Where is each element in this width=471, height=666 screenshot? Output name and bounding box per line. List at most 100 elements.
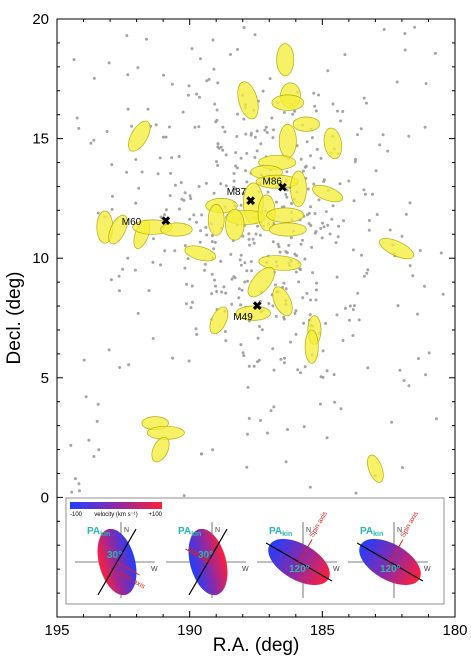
background-point bbox=[334, 241, 338, 245]
background-point bbox=[215, 160, 218, 164]
background-point bbox=[294, 309, 298, 313]
background-point bbox=[398, 368, 402, 372]
background-point bbox=[351, 334, 355, 337]
background-point bbox=[235, 135, 239, 138]
background-point bbox=[188, 194, 192, 198]
background-point bbox=[223, 330, 227, 333]
galaxy-label: M86 bbox=[263, 177, 283, 188]
kinematic-ellipse bbox=[272, 286, 293, 317]
background-point bbox=[238, 258, 242, 262]
background-point bbox=[366, 268, 370, 272]
background-point bbox=[230, 302, 234, 306]
background-point bbox=[173, 249, 177, 253]
background-point bbox=[186, 93, 190, 97]
background-point bbox=[253, 33, 257, 37]
background-point bbox=[266, 431, 269, 435]
background-point bbox=[301, 296, 305, 300]
background-point bbox=[272, 405, 276, 409]
background-point bbox=[365, 101, 368, 105]
background-point bbox=[356, 291, 360, 295]
background-point bbox=[110, 163, 114, 167]
background-point bbox=[407, 134, 411, 138]
background-point bbox=[247, 232, 251, 236]
background-point bbox=[294, 332, 298, 336]
inset-spin-arrow bbox=[389, 539, 404, 563]
kinematic-ellipse bbox=[160, 222, 193, 237]
background-point bbox=[395, 80, 399, 84]
background-point bbox=[312, 182, 316, 186]
background-point bbox=[245, 269, 249, 273]
background-point bbox=[186, 257, 190, 261]
background-point bbox=[284, 460, 288, 464]
background-point bbox=[360, 253, 363, 257]
background-point bbox=[312, 166, 316, 170]
background-point bbox=[290, 202, 294, 205]
background-point bbox=[331, 204, 335, 208]
y-tick-label: 15 bbox=[32, 131, 49, 148]
background-point bbox=[245, 465, 249, 469]
background-point bbox=[273, 283, 277, 287]
background-point bbox=[248, 243, 252, 247]
background-point bbox=[182, 494, 186, 498]
background-point bbox=[408, 264, 412, 268]
background-point bbox=[77, 126, 81, 130]
inset-north-label: N bbox=[306, 527, 311, 534]
background-point bbox=[441, 292, 445, 296]
background-point bbox=[167, 125, 171, 129]
background-point bbox=[285, 195, 289, 199]
background-point bbox=[314, 298, 318, 302]
background-point bbox=[78, 489, 81, 493]
kinematic-ellipse bbox=[237, 81, 259, 120]
background-point bbox=[232, 275, 236, 279]
background-point bbox=[285, 170, 289, 174]
colorbar bbox=[70, 502, 162, 509]
background-point bbox=[314, 288, 318, 292]
background-point bbox=[305, 140, 309, 144]
background-point bbox=[221, 148, 225, 152]
background-point bbox=[285, 188, 289, 192]
background-point bbox=[140, 170, 144, 174]
background-point bbox=[137, 186, 141, 190]
inset-west-label: W bbox=[151, 566, 158, 573]
background-point bbox=[423, 125, 427, 129]
background-point bbox=[338, 182, 342, 186]
background-point bbox=[181, 110, 185, 114]
background-point bbox=[246, 432, 249, 436]
background-point bbox=[243, 280, 247, 284]
background-point bbox=[92, 76, 96, 80]
background-point bbox=[177, 155, 181, 158]
background-point bbox=[289, 236, 293, 240]
background-point bbox=[125, 34, 129, 38]
background-point bbox=[236, 112, 239, 116]
background-point bbox=[411, 274, 415, 278]
background-point bbox=[282, 361, 286, 365]
background-point bbox=[315, 147, 319, 151]
galaxy-marker-cross: ✖ bbox=[246, 194, 256, 208]
background-point bbox=[439, 251, 443, 255]
colorbar-max-label: +100 bbox=[148, 512, 162, 518]
galaxy-marker-cross: ✖ bbox=[278, 181, 288, 195]
background-point bbox=[170, 156, 174, 160]
background-point bbox=[335, 275, 339, 279]
kinematic-ellipse bbox=[367, 454, 384, 483]
background-point bbox=[69, 443, 73, 447]
background-point bbox=[263, 128, 267, 132]
background-point bbox=[291, 112, 295, 116]
background-point bbox=[353, 160, 357, 164]
background-point bbox=[318, 402, 322, 406]
background-point bbox=[178, 207, 181, 211]
background-point bbox=[294, 270, 298, 274]
background-point bbox=[267, 302, 271, 305]
background-point bbox=[277, 245, 281, 249]
background-point bbox=[239, 253, 243, 257]
background-point bbox=[359, 127, 363, 131]
background-point bbox=[204, 225, 208, 229]
background-point bbox=[87, 438, 91, 442]
background-point bbox=[322, 180, 326, 183]
background-point bbox=[245, 151, 249, 155]
inset-spin-arrow bbox=[298, 539, 313, 563]
background-point bbox=[72, 58, 76, 62]
background-point bbox=[256, 336, 260, 340]
background-point bbox=[183, 266, 187, 270]
background-point bbox=[164, 208, 168, 212]
